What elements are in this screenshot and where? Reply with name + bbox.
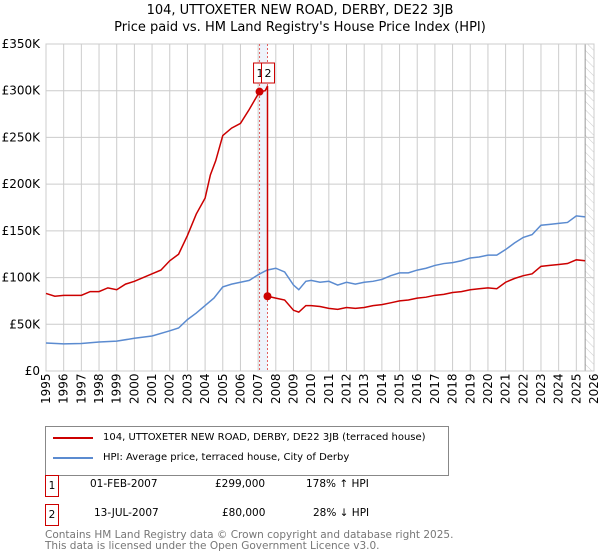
x-tick-label: 2002 [163, 373, 177, 404]
x-tick-label: 2026 [587, 373, 600, 404]
x-tick-label: 2021 [499, 373, 513, 404]
forecast-hatch [585, 44, 594, 371]
footer-line: This data is licensed under the Open Gov… [45, 540, 380, 552]
x-tick-label: 2019 [463, 373, 477, 404]
x-tick-label: 2003 [180, 373, 194, 404]
x-tick-label: 2005 [216, 373, 230, 404]
x-tick-label: 2016 [410, 373, 424, 404]
x-tick-label: 2001 [145, 373, 159, 404]
legend-item-hpi: HPI: Average price, terraced house, City… [53, 452, 349, 463]
y-tick-label: £300K [2, 84, 42, 98]
chart-title: 104, UTTOXETER NEW ROAD, DERBY, DE22 3JB [146, 3, 454, 18]
legend-swatch-blue [53, 456, 93, 459]
x-tick-label: 2004 [198, 373, 212, 404]
transaction-date: 13-JUL-2007 [94, 507, 159, 519]
transaction-point [263, 292, 272, 301]
x-tick-label: 2022 [516, 373, 530, 404]
series-line [45, 85, 586, 313]
series-line [45, 215, 586, 345]
annotation-box [260, 62, 275, 84]
annotation-label: 1 [257, 67, 264, 80]
y-tick-label: £100K [2, 271, 42, 285]
y-tick-label: £200K [2, 177, 42, 191]
x-tick-label: 2010 [304, 373, 318, 404]
x-tick-label: 1996 [57, 373, 71, 404]
y-tick-label: £50K [9, 317, 41, 331]
x-tick-label: 2013 [357, 373, 371, 404]
x-tick-label: 2000 [127, 373, 141, 404]
annotation-label: 2 [264, 67, 271, 80]
x-tick-label: 2018 [446, 373, 460, 404]
legend-swatch-red [53, 436, 93, 439]
transaction-row: 2 13-JUL-2007 £80,000 28% ↓ HPI [45, 504, 445, 526]
y-tick-label: £250K [2, 130, 42, 144]
y-tick-label: £350K [2, 37, 42, 51]
x-tick-label: 2006 [233, 373, 247, 404]
x-tick-label: 2009 [286, 373, 300, 404]
transaction-row: 1 01-FEB-2007 £299,000 178% ↑ HPI [45, 475, 445, 497]
x-tick-label: 1998 [92, 373, 106, 404]
x-tick-label: 2015 [393, 373, 407, 404]
price-chart: £0 £50K £100K £150K £200K £250K £300K £350K 1995… [2, 37, 600, 404]
legend-label: HPI: Average price, terraced house, City… [103, 452, 350, 463]
x-tick-label: 1995 [39, 373, 53, 404]
footer-line: Contains HM Land Registry data © Crown c… [45, 529, 454, 541]
x-tick-label: 2014 [375, 373, 389, 404]
x-tick-label: 1997 [74, 373, 88, 404]
y-tick-label: £0 [25, 364, 40, 378]
transaction-band [259, 44, 268, 371]
transaction-badge: 2 [45, 504, 59, 526]
transaction-price: £80,000 [222, 507, 266, 519]
x-tick-label: 2020 [481, 373, 495, 404]
x-tick-label: 2023 [534, 373, 548, 404]
y-tick-label: £150K [2, 224, 42, 238]
footer: Contains HM Land Registry data © Crown c… [45, 530, 453, 552]
x-tick-label: 2011 [322, 373, 336, 404]
plot-border [45, 43, 595, 372]
transaction-badge: 1 [45, 475, 59, 497]
legend: 104, UTTOXETER NEW ROAD, DERBY, DE22 3JB… [45, 426, 449, 476]
transaction-hpi: 28% ↓ HPI [313, 507, 370, 519]
x-tick-label: 2012 [340, 373, 354, 404]
transaction-price: £299,000 [215, 478, 266, 490]
x-tick-label: 2017 [428, 373, 442, 404]
x-tick-label: 2025 [569, 373, 583, 404]
transaction-date: 01-FEB-2007 [90, 478, 158, 490]
transaction-point [255, 87, 264, 96]
transaction-hpi: 178% ↑ HPI [306, 478, 369, 490]
legend-label: 104, UTTOXETER NEW ROAD, DERBY, DE22 3JB… [103, 432, 426, 443]
x-tick-label: 2008 [269, 373, 283, 404]
x-tick-label: 2007 [251, 373, 265, 404]
x-tick-label: 2024 [552, 373, 566, 404]
legend-item-property: 104, UTTOXETER NEW ROAD, DERBY, DE22 3JB… [53, 432, 426, 443]
chart-subtitle: Price paid vs. HM Land Registry's House … [114, 20, 486, 35]
x-tick-label: 1999 [110, 373, 124, 404]
